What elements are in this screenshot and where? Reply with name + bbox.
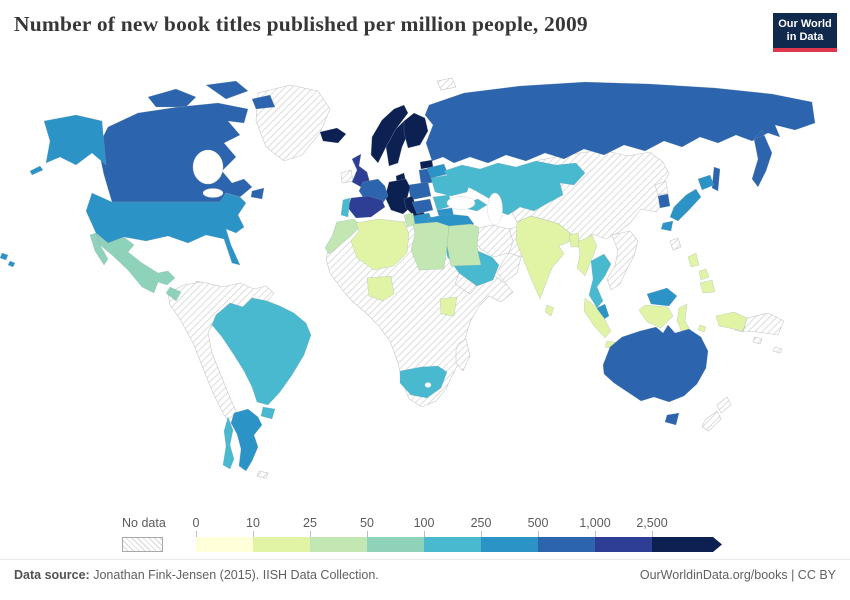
data-source: Data source: Jonathan Fink-Jensen (2015)… (14, 568, 379, 582)
no-data-swatch[interactable] (122, 537, 163, 552)
country-south-korea[interactable] (657, 193, 671, 209)
legend-tick (652, 531, 653, 537)
legend-bar-wrap: 0 10 25 50 100 250 500 1,000 2,500 (193, 516, 722, 552)
lesotho-enclave (424, 382, 432, 388)
country-finland[interactable] (403, 112, 429, 149)
country-greenland[interactable] (255, 84, 331, 162)
world-map[interactable] (0, 75, 850, 505)
legend-segment[interactable] (538, 537, 595, 552)
legend-segment[interactable] (481, 537, 538, 552)
country-papua-new-guinea[interactable] (742, 312, 785, 336)
country-guatemala[interactable] (165, 286, 182, 302)
country-algeria[interactable] (350, 218, 410, 271)
legend-tick (253, 531, 254, 537)
country-svalbard[interactable] (436, 77, 457, 91)
country-chile[interactable] (222, 416, 235, 470)
legend-tick (196, 531, 197, 537)
black-sea (446, 196, 476, 210)
country-poland[interactable] (407, 181, 432, 201)
legend-tick (595, 531, 596, 537)
country-australia[interactable] (602, 324, 709, 426)
country-north-korea[interactable] (654, 180, 669, 196)
country-japan[interactable] (660, 174, 715, 232)
page-title: Number of new book titles published per … (14, 12, 588, 36)
legend-tick-label: 25 (303, 516, 317, 530)
country-mexico[interactable] (89, 232, 176, 294)
legend-tick-label: 1,000 (579, 516, 611, 530)
data-source-text: Jonathan Fink-Jensen (2015). IISH Data C… (93, 568, 379, 582)
legend-bar[interactable] (196, 537, 722, 552)
country-brazil[interactable] (211, 297, 312, 406)
legend-tick (538, 531, 539, 537)
legend-segment[interactable] (595, 537, 652, 552)
map-legend: No data 0 10 25 50 100 250 500 1,000 2,500 (0, 512, 850, 558)
legend-tick-label: 50 (360, 516, 374, 530)
country-russia[interactable] (424, 81, 816, 192)
legend-tick-label: 10 (246, 516, 260, 530)
country-portugal[interactable] (340, 197, 351, 218)
country-kenya[interactable] (439, 296, 458, 317)
data-source-label: Data source: (14, 568, 90, 582)
credit-link[interactable]: OurWorldinData.org/books | CC BY (639, 568, 836, 582)
country-myanmar[interactable] (576, 234, 598, 277)
legend-tick (310, 531, 311, 537)
country-south-africa[interactable] (399, 365, 448, 399)
south-america-no-data[interactable] (167, 281, 275, 429)
country-united-states-hawaii[interactable] (0, 252, 16, 268)
legend-tick-label: 100 (413, 516, 435, 530)
legend-tick (367, 531, 368, 537)
legend-segment[interactable] (652, 537, 722, 552)
legend-segment[interactable] (196, 537, 253, 552)
great-lakes (202, 188, 224, 198)
country-uruguay[interactable] (260, 406, 276, 420)
owid-logo-line1: Our World (778, 18, 832, 30)
country-spain[interactable] (347, 195, 386, 219)
country-india[interactable] (515, 215, 572, 300)
country-united-states-alaska[interactable] (29, 114, 107, 176)
owid-logo[interactable]: Our World in Data (773, 13, 837, 52)
legend-segment[interactable] (310, 537, 367, 552)
legend-segment[interactable] (253, 537, 310, 552)
country-madagascar[interactable] (455, 338, 471, 372)
legend-segment[interactable] (367, 537, 424, 552)
country-morocco[interactable] (324, 218, 362, 255)
country-ireland[interactable] (340, 169, 354, 184)
legend-tick (424, 531, 425, 537)
indochina-no-data[interactable] (606, 230, 639, 291)
legend-segment[interactable] (424, 537, 481, 552)
legend-tick-label: 250 (470, 516, 492, 530)
country-thailand[interactable] (588, 253, 612, 309)
country-canada[interactable] (97, 80, 276, 203)
legend-tick (481, 531, 482, 537)
country-egypt[interactable] (446, 223, 482, 267)
country-nigeria[interactable] (366, 275, 395, 302)
no-data-label: No data (122, 516, 166, 530)
country-argentina[interactable] (230, 408, 263, 472)
legend-tick-label: 0 (192, 516, 200, 530)
country-norway[interactable] (370, 104, 409, 164)
footer: Data source: Jonathan Fink-Jensen (2015)… (0, 559, 850, 582)
caspian-sea (487, 192, 503, 226)
legend-tick-label: 500 (527, 516, 549, 530)
country-new-zealand[interactable] (701, 396, 732, 432)
hudson-bay (192, 149, 224, 185)
country-sri-lanka[interactable] (544, 304, 555, 317)
country-libya[interactable] (410, 221, 450, 271)
kazakhstan-central-asia[interactable] (443, 160, 586, 216)
owid-logo-line2: in Data (786, 31, 824, 43)
country-taiwan[interactable] (669, 237, 682, 251)
legend-tick-label: 2,500 (636, 516, 668, 530)
czechia-slovakia-hungary[interactable] (411, 198, 434, 215)
country-iceland[interactable] (319, 127, 347, 144)
falkland-islands[interactable] (256, 470, 269, 479)
country-philippines[interactable] (687, 252, 716, 294)
country-united-states[interactable] (85, 192, 247, 266)
